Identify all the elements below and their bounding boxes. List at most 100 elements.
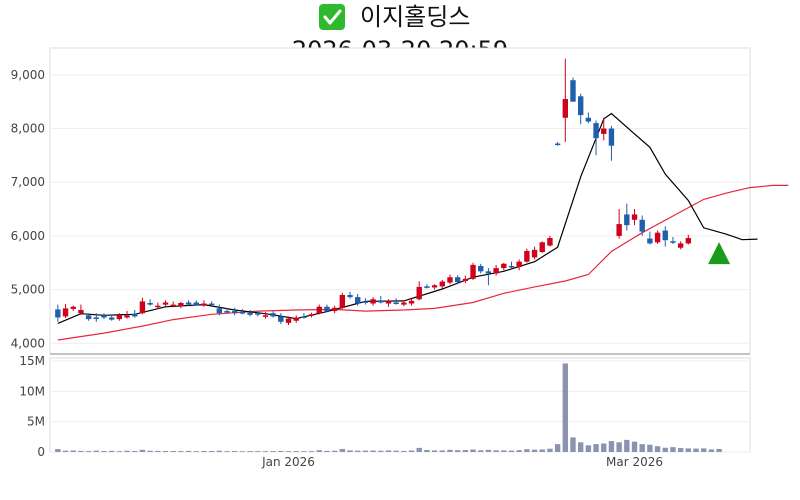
candle-body <box>531 249 538 258</box>
candle-body <box>624 214 630 226</box>
candle-body <box>670 241 676 243</box>
volume-bar <box>439 450 445 452</box>
candle-body <box>485 271 492 274</box>
volume-bar <box>355 450 361 452</box>
volume-bar <box>616 442 622 452</box>
candle-body <box>547 238 553 246</box>
volume-bar <box>624 439 630 452</box>
volume-bar <box>462 450 469 452</box>
candle-body <box>124 315 130 318</box>
volume-bar <box>316 450 322 452</box>
candle-body <box>516 261 522 268</box>
candle-body <box>631 214 638 220</box>
volume-bar <box>654 446 661 452</box>
volume-bar <box>708 449 715 452</box>
volume-bar <box>416 447 422 452</box>
candle-body <box>216 308 223 314</box>
candle-body <box>439 281 445 287</box>
volume-bar <box>324 450 330 452</box>
candle-body <box>132 313 138 317</box>
candle-body <box>393 302 399 304</box>
volume-bar <box>662 447 668 452</box>
candle-body <box>108 317 115 320</box>
volume-bar <box>424 449 430 452</box>
candle-body <box>239 312 246 314</box>
volume-bar <box>285 451 292 452</box>
candle-body <box>208 303 215 306</box>
candle-body <box>139 301 146 314</box>
volume-bar <box>478 450 484 452</box>
volume-bar <box>70 450 76 452</box>
volume-bar <box>116 451 123 452</box>
volume-bar <box>639 444 645 452</box>
volume-bar <box>155 450 161 452</box>
volume-bar <box>385 450 392 452</box>
candle-body <box>247 312 253 315</box>
check-mark-icon-stroke <box>323 9 342 25</box>
volume-y-tick-label: 5M <box>27 415 45 429</box>
volume-bar <box>78 450 84 452</box>
price-y-tick-label: 7,000 <box>11 175 45 189</box>
volume-bar <box>208 451 215 452</box>
volume-bar <box>593 444 599 452</box>
volume-bar <box>670 447 676 452</box>
volume-bar <box>201 450 207 452</box>
price-y-tick-label: 5,000 <box>11 283 45 297</box>
candle-body <box>70 306 76 309</box>
candle-body <box>501 263 507 269</box>
volume-bar <box>378 450 384 452</box>
volume-bar <box>132 450 138 452</box>
candle-body <box>55 309 61 318</box>
candle-body <box>78 309 84 314</box>
candle-body <box>470 264 476 279</box>
chart-title: 이지홀딩스 <box>360 3 470 31</box>
volume-bar <box>531 449 538 452</box>
volume-bar <box>677 448 684 452</box>
volume-bar <box>247 451 253 452</box>
price-y-tick-label: 9,000 <box>11 68 45 82</box>
volume-bar <box>55 449 61 452</box>
volume-bar <box>162 450 169 452</box>
volume-bar <box>293 451 299 452</box>
volume-bar <box>601 443 607 452</box>
price-y-tick-label: 4,000 <box>11 336 45 350</box>
volume-bar <box>470 449 476 452</box>
candle-body <box>424 286 430 288</box>
candle-body <box>478 265 484 272</box>
volume-bar <box>539 449 545 452</box>
candle-body <box>554 143 561 146</box>
volume-bar <box>308 451 315 452</box>
candle-body <box>339 294 346 308</box>
volume-bar <box>431 450 438 452</box>
price-plot-area <box>49 47 751 355</box>
candle-body <box>677 243 684 248</box>
volume-bar <box>224 451 230 452</box>
candle-body <box>562 99 569 118</box>
candle-body <box>162 302 169 305</box>
candle-body <box>401 302 407 305</box>
candle-body <box>385 300 392 304</box>
volume-bar <box>170 451 176 452</box>
volume-bar <box>193 451 199 452</box>
price-panel: 4,000 5,000 6,000 7,000 8,000 9,000 <box>11 47 789 355</box>
candle-body <box>270 313 276 317</box>
volume-bar <box>716 448 722 452</box>
candle-body <box>93 317 99 319</box>
check-mark-icon <box>319 4 345 30</box>
price-y-tick-label: 6,000 <box>11 229 45 243</box>
volume-bar <box>301 451 307 452</box>
candle-body <box>293 317 299 321</box>
candle-body <box>524 250 530 262</box>
volume-bar <box>339 448 346 452</box>
candle-body <box>285 318 292 323</box>
candle-body <box>454 277 461 283</box>
candle-body <box>577 96 584 116</box>
candle-body <box>178 303 184 307</box>
candle-body <box>362 301 369 303</box>
candle-body <box>155 305 161 308</box>
volume-bar <box>631 441 638 452</box>
volume-bar <box>231 451 238 452</box>
volume-bar <box>393 450 399 452</box>
candle-body <box>416 286 422 300</box>
